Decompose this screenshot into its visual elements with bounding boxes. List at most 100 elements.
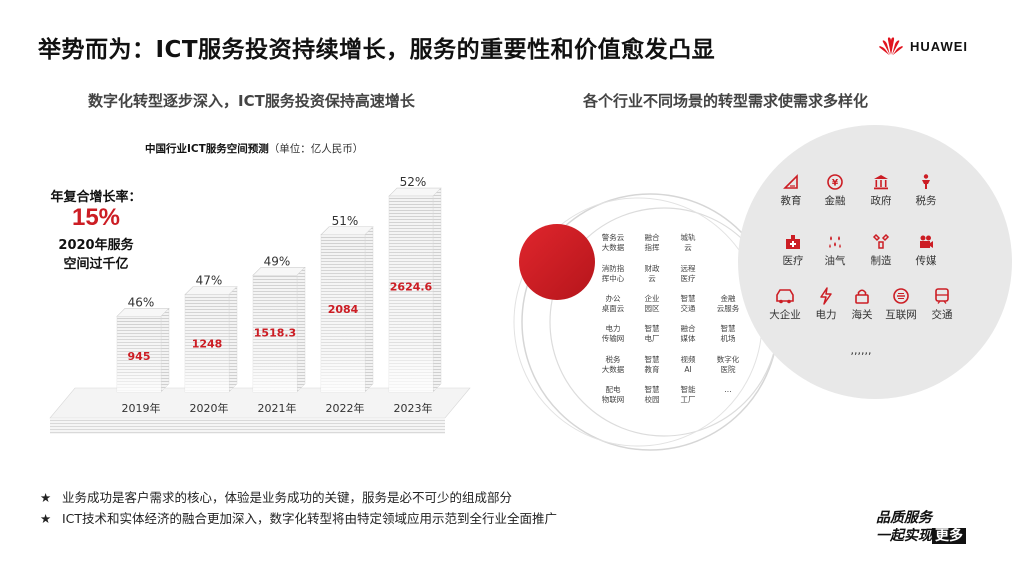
scenario-item: 金融 云服务 — [703, 294, 753, 314]
slogan-box: 更多 — [932, 528, 966, 544]
scenario-line1: ... — [724, 385, 732, 394]
industry-label: 大企业 — [769, 309, 801, 321]
bullet-list: ★ 业务成功是客户需求的核心，体验是业务成功的关键，服务是必不可少的组成部分 ★ I… — [40, 487, 557, 529]
customs-icon — [834, 287, 890, 305]
scenario-item: 远程 医疗 — [663, 264, 713, 284]
scenario-item: 视频 AI — [663, 355, 713, 375]
scenario-line1: 城轨 — [680, 233, 696, 242]
bullet-text: 业务成功是客户需求的核心，体验是业务成功的关键，服务是必不可少的组成部分 — [62, 490, 513, 505]
scenario-line2: 工厂 — [680, 395, 696, 404]
scenario-line1: 智能 — [680, 385, 696, 394]
oil-gas-icon — [807, 233, 863, 251]
industry-government: 政府 — [853, 173, 909, 208]
scenario-line1: 远程 — [680, 264, 696, 273]
scenario-line1: 智慧 — [644, 355, 660, 364]
scenario-line1: 配电 — [605, 385, 621, 394]
slogan-prefix: 一起实现 — [876, 528, 932, 544]
cagr-label: 年复合增长率： — [50, 190, 142, 205]
bar-top — [320, 226, 374, 236]
chart-base — [49, 387, 471, 434]
bar-top — [252, 266, 306, 276]
industry-media: 传媒 — [898, 233, 954, 268]
industry-label: 海关 — [851, 309, 873, 321]
scenario-item: 智慧 交通 — [663, 294, 713, 314]
scenario-item: 财政云 — [627, 264, 677, 284]
chart-title-text: 中国行业ICT服务空间预测 — [145, 143, 269, 155]
industry-finance: ¥ 金融 — [807, 173, 863, 208]
scenario-line1: 智慧 — [720, 324, 736, 333]
x-tick-label: 2019年 — [122, 401, 161, 415]
chart-title: 中国行业ICT服务空间预测（单位：亿人民币） — [145, 141, 363, 156]
page-title: 举势而为：ICT服务投资持续增长，服务的重要性和价值愈发凸显 — [38, 37, 716, 63]
industry-label: 电力 — [815, 309, 837, 321]
media-icon — [898, 233, 954, 251]
scenario-item: 电力 传输网 — [588, 324, 638, 344]
finance-icon: ¥ — [807, 173, 863, 191]
industry-label: 制造 — [870, 255, 892, 267]
scenario-line1: 消防指 — [601, 264, 625, 273]
slogan-line1: 品质服务 — [876, 510, 932, 526]
scenario-line2: 物联网 — [601, 395, 625, 404]
huawei-flower-icon — [879, 37, 903, 56]
bar-value-label: 1248 — [192, 338, 223, 351]
scenario-line2: 桌面云 — [601, 304, 625, 313]
scenario-item: 智慧 校园 — [627, 385, 677, 405]
bar-side — [228, 286, 238, 393]
scenario-item: ... — [703, 385, 753, 395]
industry-power: 电力 — [798, 287, 854, 322]
bar-top — [184, 286, 238, 295]
scenario-line1: 视频 — [680, 355, 696, 364]
government-icon — [853, 173, 909, 191]
scenario-line2: 园区 — [644, 304, 660, 313]
industry-label: 教育 — [780, 195, 802, 207]
slogan-line2: 一起实现 更多 — [876, 527, 966, 545]
industry-medical: 医疗 — [765, 233, 821, 268]
scenario-item: 企业 园区 — [627, 294, 677, 314]
cagr-note: 2020年服务 空间过千亿 — [46, 236, 146, 274]
scenario-line1: 办公 — [605, 294, 621, 303]
star-icon: ★ — [40, 490, 52, 505]
industry-label: 互联网 — [885, 309, 917, 321]
scenario-line2: 传输网 — [601, 334, 625, 343]
scenario-item: 警务云 大数据 — [588, 233, 638, 253]
bar-fade — [117, 316, 161, 392]
scenario-item: 数字化 医院 — [703, 355, 753, 375]
power-icon — [798, 287, 854, 305]
scenario-line2: 云 — [648, 274, 656, 283]
bullet-text: ICT技术和实体经济的融合更加深入，数字化转型将由特定领域应用示范到全行业全面推… — [62, 511, 558, 526]
scenario-line2: 医院 — [720, 365, 736, 374]
scenario-line1: 财政 — [644, 264, 660, 273]
scenario-line2: 校园 — [644, 395, 660, 404]
bar-2022年: 51% 2084 2022年 — [320, 214, 374, 415]
bar-2020年: 47% 1248 2020年 — [184, 274, 238, 415]
scenario-line1: 融合 — [644, 233, 660, 242]
bar-percent-label: 51% — [332, 214, 359, 228]
x-tick-label: 2021年 — [258, 401, 297, 415]
scenario-line1: 金融 — [720, 294, 736, 303]
bar-value-label: 945 — [128, 350, 151, 363]
bar-value-label: 2624.6 — [390, 280, 433, 293]
scenario-item: 办公 桌面云 — [588, 294, 638, 314]
scenario-line2: 云服务 — [716, 304, 740, 313]
industry-oil-gas: 油气 — [807, 233, 863, 268]
bar-2019年: 46% 945 2019年 — [116, 295, 170, 415]
scenario-line1: 智慧 — [644, 385, 660, 394]
chart-unit: （单位：亿人民币） — [268, 143, 364, 155]
scenario-line1: 电力 — [605, 324, 621, 333]
scenario-line2: 指挥 — [644, 243, 660, 252]
scenario-item: 配电 物联网 — [588, 385, 638, 405]
bullet-item: ★ 业务成功是客户需求的核心，体验是业务成功的关键，服务是必不可少的组成部分 — [40, 487, 557, 508]
scenario-item: 消防指 挥中心 — [588, 264, 638, 284]
red-accent-circle — [519, 224, 595, 300]
industry-tax: 税务 — [898, 173, 954, 208]
scenario-item: 融合 指挥 — [627, 233, 677, 253]
enterprise-icon — [757, 287, 813, 305]
scenario-item: 城轨云 — [663, 233, 713, 253]
scenario-line2: 大数据 — [601, 243, 625, 252]
industry-enterprise: 大企业 — [757, 287, 813, 322]
industry-more: ,,,,,, — [850, 344, 872, 357]
industry-transport: 交通 — [914, 287, 970, 322]
scenario-line2: 大数据 — [601, 365, 625, 374]
bar-percent-label: 52% — [400, 175, 427, 189]
scenario-line2: 交通 — [680, 304, 696, 313]
